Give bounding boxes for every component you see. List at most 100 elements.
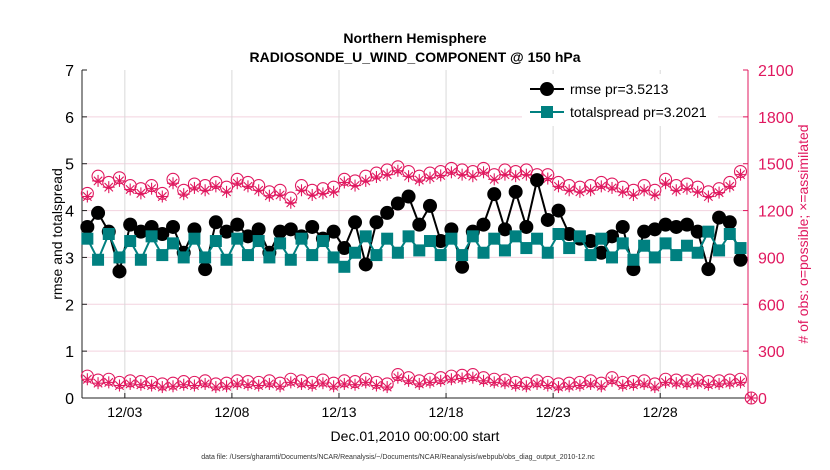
totalspread-point: [199, 251, 212, 264]
asterisk-stroke: [425, 377, 435, 387]
asterisk-stroke: [564, 381, 574, 391]
totalspread-point: [434, 249, 447, 262]
y-tick-label-left: 4: [65, 204, 74, 221]
totalspread-point: [167, 237, 180, 250]
totalspread-point: [520, 242, 533, 255]
asterisk-stroke: [350, 380, 360, 390]
asterisk-stroke: [296, 185, 307, 195]
assimilated-obs-marker: [274, 380, 287, 393]
asterisk-stroke: [125, 379, 135, 389]
rmse-point: [155, 227, 170, 241]
assimilated-obs-marker: [370, 379, 383, 392]
assimilated-obs-marker: [509, 170, 522, 183]
assimilated-obs-marker: [734, 168, 747, 181]
assimilated-obs-marker: [713, 186, 726, 199]
totalspread-point: [713, 244, 726, 257]
asterisk-stroke: [650, 382, 660, 392]
assimilated-obs-marker: [113, 379, 126, 392]
totalspread-point: [231, 232, 244, 245]
assimilated-obs-marker: [423, 171, 436, 184]
totalspread-point: [241, 249, 254, 262]
asterisk-stroke: [660, 178, 671, 188]
asterisk-stroke: [200, 185, 210, 195]
assimilated-obs-marker: [327, 185, 340, 198]
totalspread-point: [81, 232, 94, 245]
asterisk-stroke: [521, 170, 531, 180]
totalspread-point: [263, 251, 276, 264]
rmse-point: [369, 215, 384, 230]
assimilated-obs-marker: [584, 377, 597, 390]
assimilated-obs-marker: [434, 374, 447, 387]
assimilated-obs-marker: [456, 372, 469, 385]
totalspread-point: [627, 253, 640, 266]
asterisk-stroke: [446, 374, 456, 384]
rmse-point: [562, 227, 577, 241]
assimilated-obs-marker: [498, 377, 511, 390]
asterisk-stroke: [296, 379, 307, 389]
asterisk-stroke: [168, 178, 178, 188]
x-tick-label: 12/13: [321, 404, 356, 420]
asterisk-stroke: [725, 378, 735, 388]
asterisk-stroke: [682, 184, 692, 194]
assimilated-obs-marker: [177, 378, 190, 391]
assimilated-obs-marker: [680, 182, 693, 195]
totalspread-point: [734, 242, 747, 255]
assimilated-obs-marker: [627, 188, 640, 201]
assimilated-obs-marker: [713, 377, 726, 390]
asterisk-stroke: [232, 379, 242, 389]
asterisk-stroke: [329, 187, 339, 197]
totalspread-point: [584, 249, 597, 262]
totalspread-point: [541, 246, 554, 259]
totalspread-point: [316, 235, 329, 248]
assimilated-obs-marker: [466, 170, 479, 183]
asterisk-stroke: [211, 181, 221, 191]
assimilated-obs-marker: [81, 373, 94, 386]
assimilated-obs-marker: [520, 380, 533, 393]
x-tick-label: 12/18: [429, 404, 464, 420]
asterisk-stroke: [425, 173, 435, 183]
assimilated-obs-marker: [606, 181, 619, 194]
y-tick-label-left: 6: [65, 110, 74, 127]
assimilated-obs-marker: [145, 379, 158, 392]
y-tick-label-right: 0: [758, 391, 767, 408]
totalspread-point: [134, 253, 147, 266]
asterisk-stroke: [553, 181, 564, 191]
totalspread-point: [220, 253, 233, 266]
assimilated-obs-marker: [156, 381, 169, 394]
assimilated-obs-marker: [102, 181, 115, 194]
rmse-point: [283, 222, 298, 237]
asterisk-stroke: [179, 380, 189, 390]
asterisk-stroke: [339, 379, 349, 389]
assimilated-obs-marker: [134, 378, 147, 391]
assimilated-obs-marker: [402, 374, 415, 387]
assimilated-obs-marker: [199, 377, 212, 390]
assimilated-obs-marker: [456, 168, 469, 181]
assimilated-obs-marker: [402, 170, 415, 183]
rmse-point: [230, 217, 245, 232]
asterisk-stroke: [553, 382, 564, 392]
assimilated-obs-marker: [327, 380, 340, 393]
y-axis-label-left: rmse and totalspread: [49, 168, 65, 300]
assimilated-obs-marker: [670, 184, 683, 197]
asterisk-stroke: [82, 191, 92, 202]
rmse-point: [251, 222, 266, 237]
asterisk-stroke: [371, 380, 382, 391]
asterisk-stroke: [275, 381, 285, 391]
totalspread-point: [456, 249, 469, 262]
y-tick-label-left: 5: [65, 157, 74, 174]
asterisk-stroke: [104, 182, 114, 192]
assimilated-obs-marker: [584, 184, 597, 197]
assimilated-obs-marker: [488, 173, 501, 186]
assimilated-obs-marker: [102, 376, 115, 389]
asterisk-stroke: [211, 382, 221, 392]
assimilated-obs-marker: [177, 188, 190, 201]
asterisk-stroke: [264, 191, 274, 201]
assimilated-obs-marker: [316, 187, 329, 200]
asterisk-stroke: [125, 184, 135, 195]
totalspread-point: [188, 232, 201, 245]
asterisk-stroke: [403, 376, 414, 386]
totalspread-point: [691, 246, 704, 259]
chart-title-line-2: RADIOSONDE_U_WIND_COMPONENT @ 150 hPa: [249, 49, 580, 65]
asterisk-stroke: [93, 378, 103, 388]
assimilated-obs-marker: [113, 174, 126, 187]
